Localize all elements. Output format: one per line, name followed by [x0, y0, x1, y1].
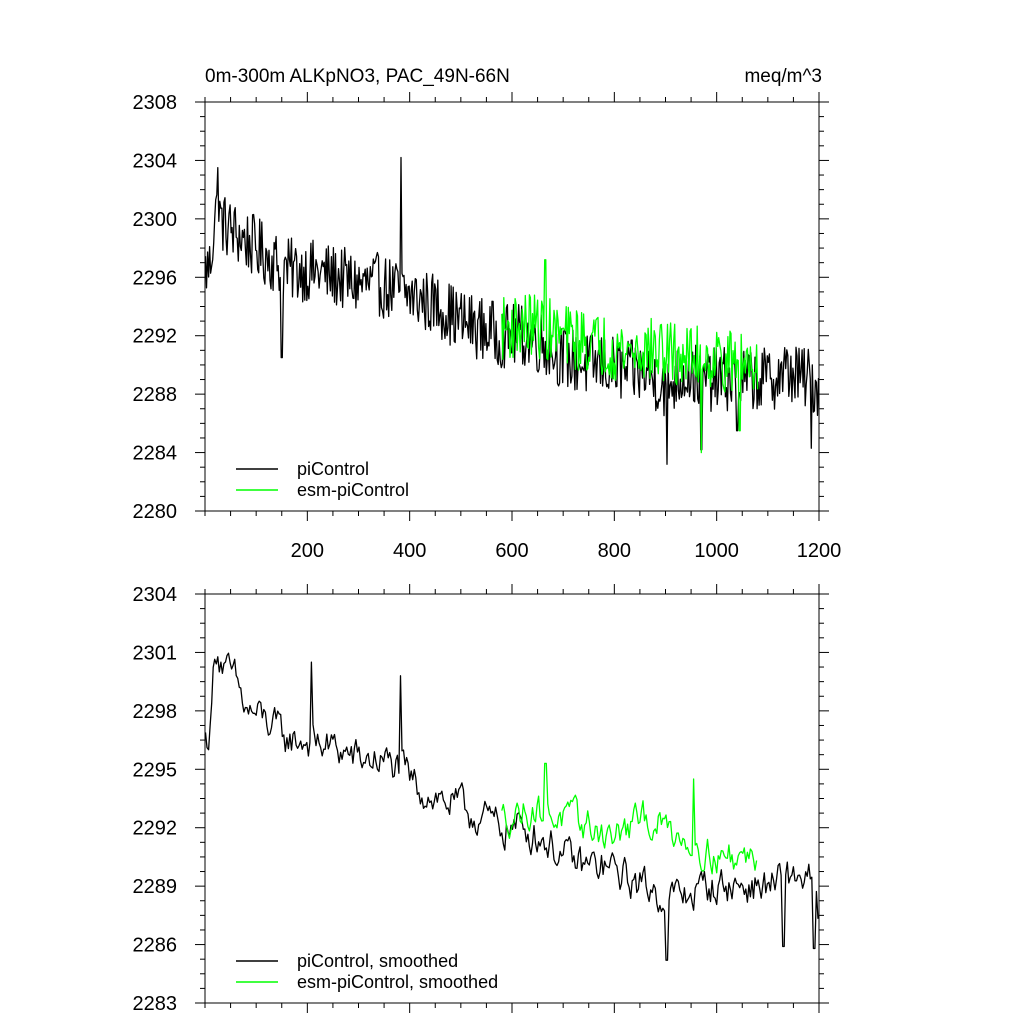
- top-panel-title: 0m-300m ALKpNO3, PAC_49N-66N: [205, 66, 510, 87]
- x-tick-label: 800: [598, 540, 631, 562]
- top-panel: 0m-300m ALKpNO3, PAC_49N-66N meq/m^3 228…: [133, 66, 842, 562]
- top-panel-units: meq/m^3: [744, 66, 822, 87]
- legend-label-esm-picontrol-smoothed: esm-piControl, smoothed: [297, 972, 498, 992]
- y-tick-label: 2304: [133, 150, 178, 172]
- legend-label-picontrol-smoothed: piControl, smoothed: [297, 951, 458, 971]
- x-tick-label: 1000: [694, 540, 739, 562]
- bottom-panel-y-tick-labels: 2283 2286 2289 2292 2295 2298 2301 2304: [133, 584, 178, 1015]
- y-tick-label: 2292: [133, 326, 178, 348]
- bottom-panel: 2283 2286 2289 2292 2295 2298 2301 2304 piContr…: [133, 584, 829, 1015]
- bottom-panel-plot-frame: [204, 593, 820, 1004]
- x-tick-label: 400: [393, 540, 426, 562]
- bottom-panel-series: [204, 652, 819, 961]
- top-panel-legend: piControl esm-piControl: [236, 459, 409, 500]
- legend-label-picontrol: piControl: [297, 459, 369, 479]
- y-tick-label: 2289: [133, 876, 178, 898]
- top-panel-x-tick-labels: 200 400 600 800 1000 1200: [291, 540, 842, 562]
- y-tick-label: 2308: [133, 92, 178, 114]
- top-panel-ticks: [195, 92, 829, 521]
- y-tick-label: 2280: [133, 501, 178, 523]
- bottom-panel-ticks: [195, 584, 829, 1013]
- x-tick-label: 200: [291, 540, 324, 562]
- bottom-panel-legend: piControl, smoothed esm-piControl, smoot…: [236, 951, 498, 992]
- top-panel-y-tick-labels: 2280 2284 2288 2292 2296 2300 2304 2308: [133, 92, 178, 523]
- series-line-picontrol-smoothed: [204, 652, 819, 961]
- x-tick-label: 600: [495, 540, 528, 562]
- y-tick-label: 2283: [133, 993, 178, 1015]
- y-tick-label: 2295: [133, 759, 178, 781]
- y-tick-label: 2301: [133, 642, 178, 664]
- y-tick-label: 2288: [133, 384, 178, 406]
- y-tick-label: 2284: [133, 443, 178, 465]
- y-tick-label: 2300: [133, 209, 178, 231]
- y-tick-label: 2298: [133, 701, 178, 723]
- x-tick-label: 1200: [797, 540, 842, 562]
- top-panel-series: [204, 156, 820, 465]
- legend-label-esm-picontrol: esm-piControl: [297, 480, 409, 500]
- top-panel-plot-frame: [204, 101, 820, 512]
- y-tick-label: 2296: [133, 267, 178, 289]
- series-line-esm-picontrol-smoothed: [501, 762, 758, 875]
- y-tick-label: 2304: [133, 584, 178, 606]
- y-tick-label: 2292: [133, 818, 178, 840]
- series-line-esm-picontrol: [501, 259, 759, 454]
- y-tick-label: 2286: [133, 935, 178, 957]
